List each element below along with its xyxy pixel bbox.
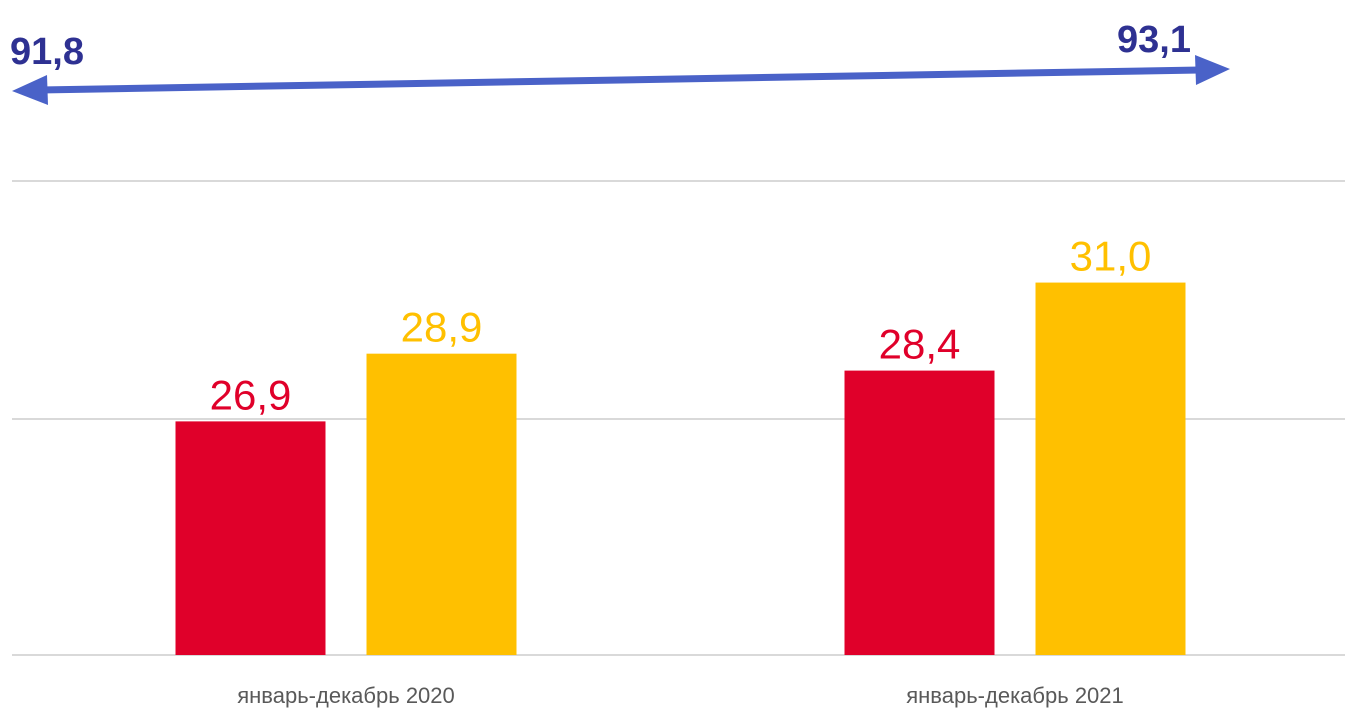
category-labels: январь-декабрь 2020 январь-декабрь 2021 xyxy=(237,683,1124,708)
bar-2-1 xyxy=(844,370,995,655)
bar-1-1 xyxy=(175,421,326,655)
bar-2-2 xyxy=(1035,282,1186,655)
data-label-1-1: 26,9 xyxy=(210,371,292,418)
data-label-1-2: 28,9 xyxy=(401,304,483,351)
arrow-start-value: 91,8 xyxy=(10,31,84,73)
bar-1-2 xyxy=(366,353,517,655)
data-labels: 26,9 28,9 28,4 31,0 xyxy=(210,233,1152,419)
data-label-2-2: 31,0 xyxy=(1070,233,1152,280)
arrow-head-left xyxy=(12,75,48,105)
category-label: январь-декабрь 2021 xyxy=(906,683,1124,708)
arrow-end-value: 93,1 xyxy=(1117,19,1191,61)
bars xyxy=(175,282,1186,655)
arrow-line xyxy=(39,66,1201,94)
arrow-head-right xyxy=(1195,55,1230,85)
data-label-2-1: 28,4 xyxy=(879,321,961,368)
comparison-arrow xyxy=(12,55,1230,105)
category-label: январь-декабрь 2020 xyxy=(237,683,455,708)
